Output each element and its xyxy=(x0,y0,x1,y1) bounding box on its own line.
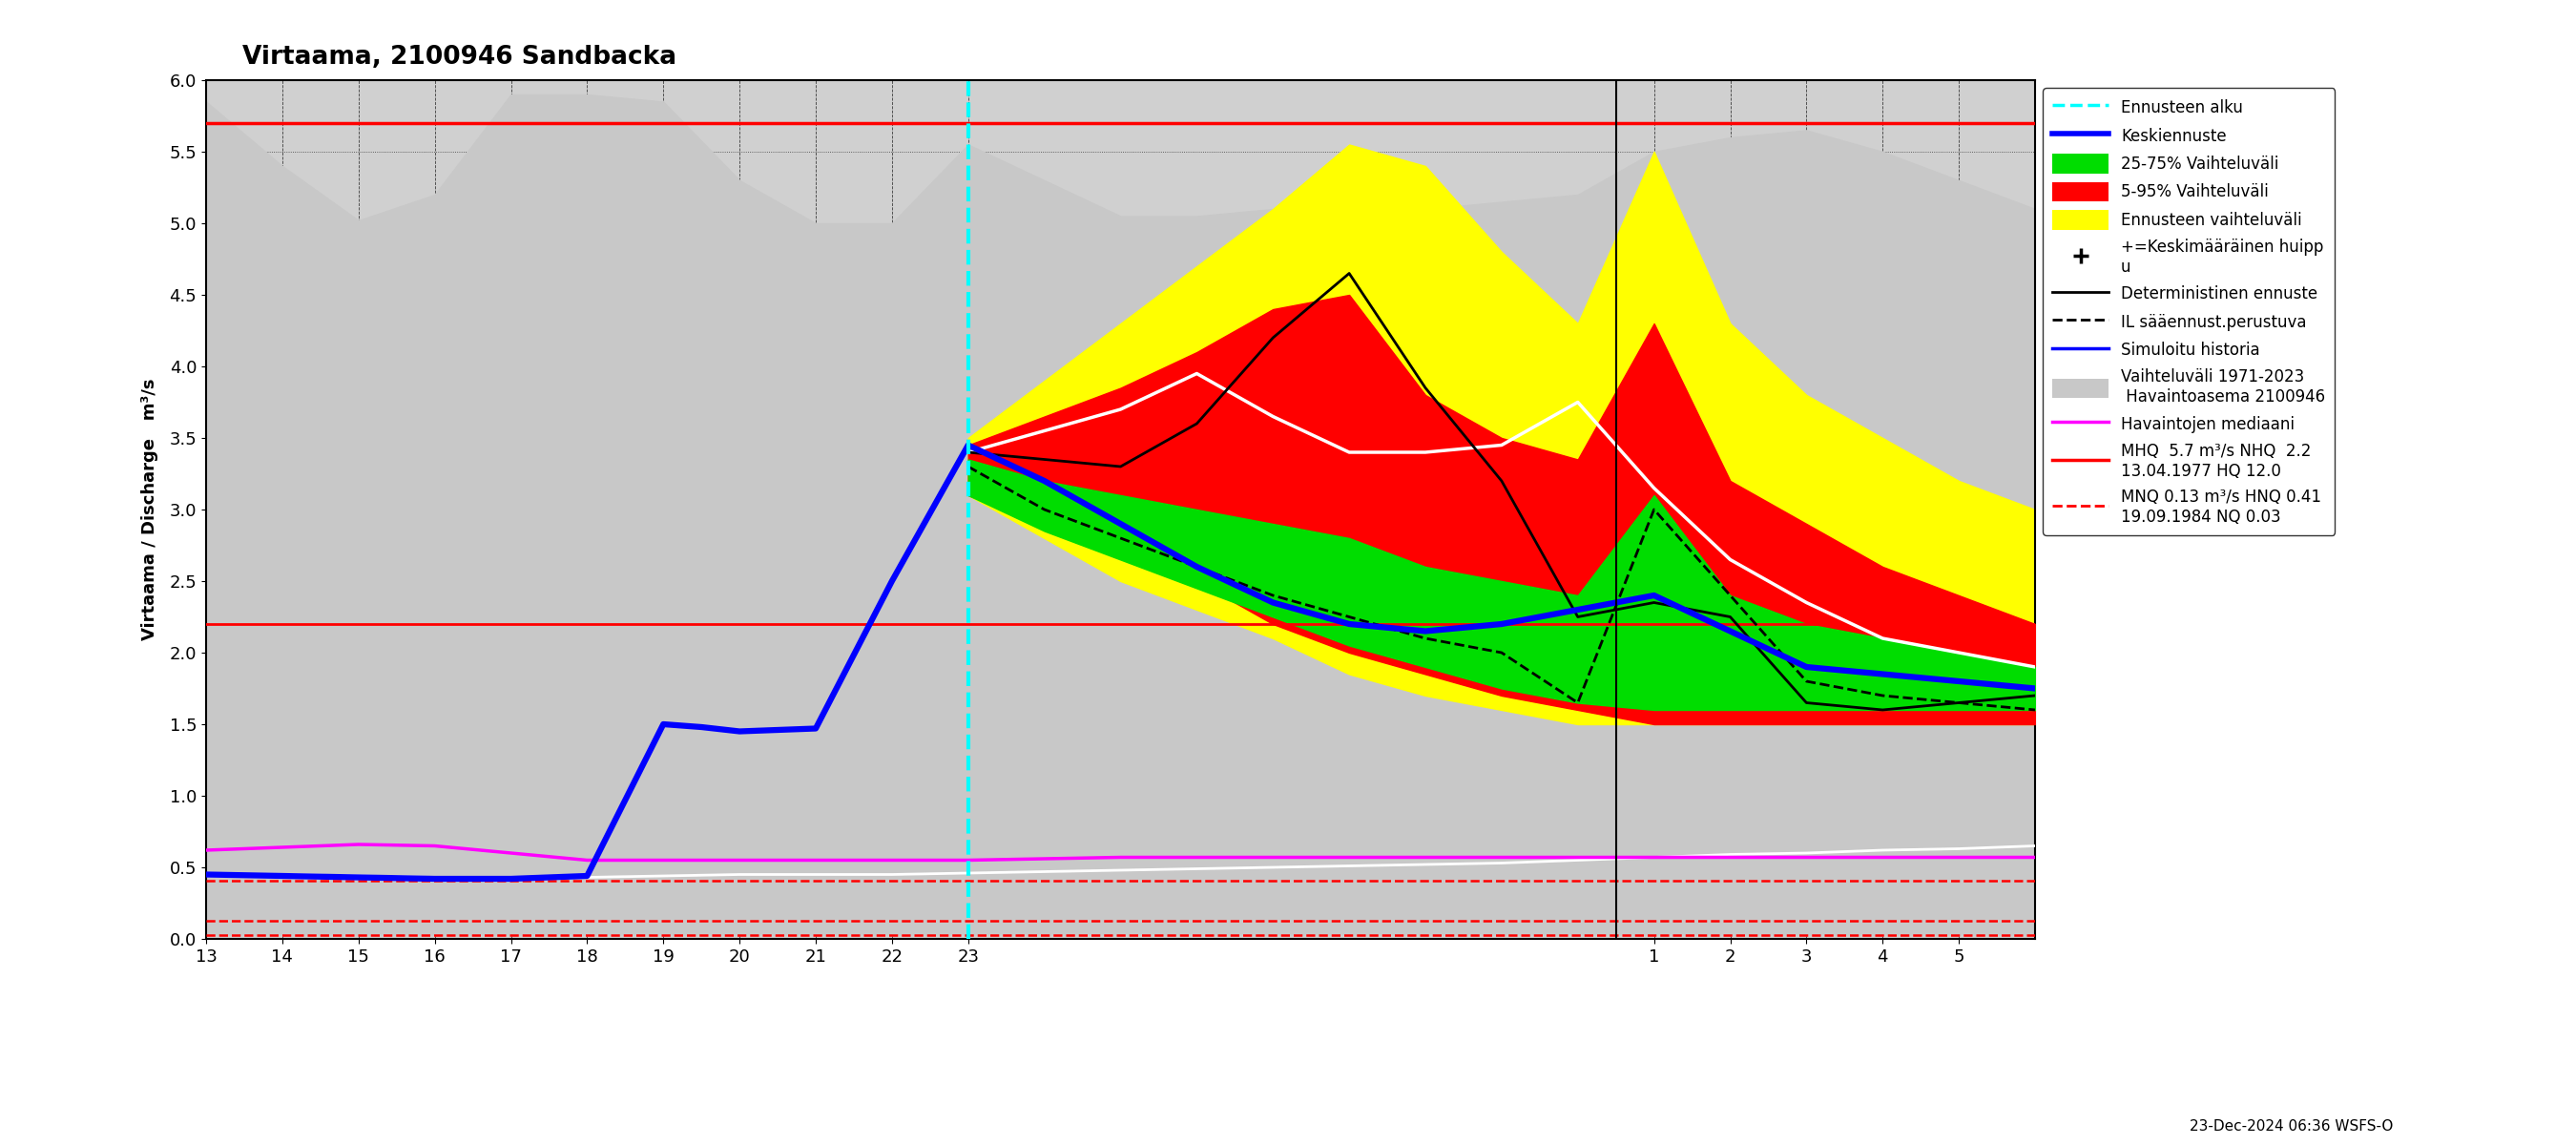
Text: 23-Dec-2024 06:36 WSFS-O: 23-Dec-2024 06:36 WSFS-O xyxy=(2190,1120,2393,1134)
Y-axis label: Virtaama / Discharge   m³/s: Virtaama / Discharge m³/s xyxy=(142,379,160,640)
Legend: Ennusteen alku, Keskiennuste, 25-75% Vaihteluväli, 5-95% Vaihteluväli, Ennusteen: Ennusteen alku, Keskiennuste, 25-75% Vai… xyxy=(2043,88,2334,535)
Text: Virtaama, 2100946 Sandbacka: Virtaama, 2100946 Sandbacka xyxy=(242,45,677,70)
